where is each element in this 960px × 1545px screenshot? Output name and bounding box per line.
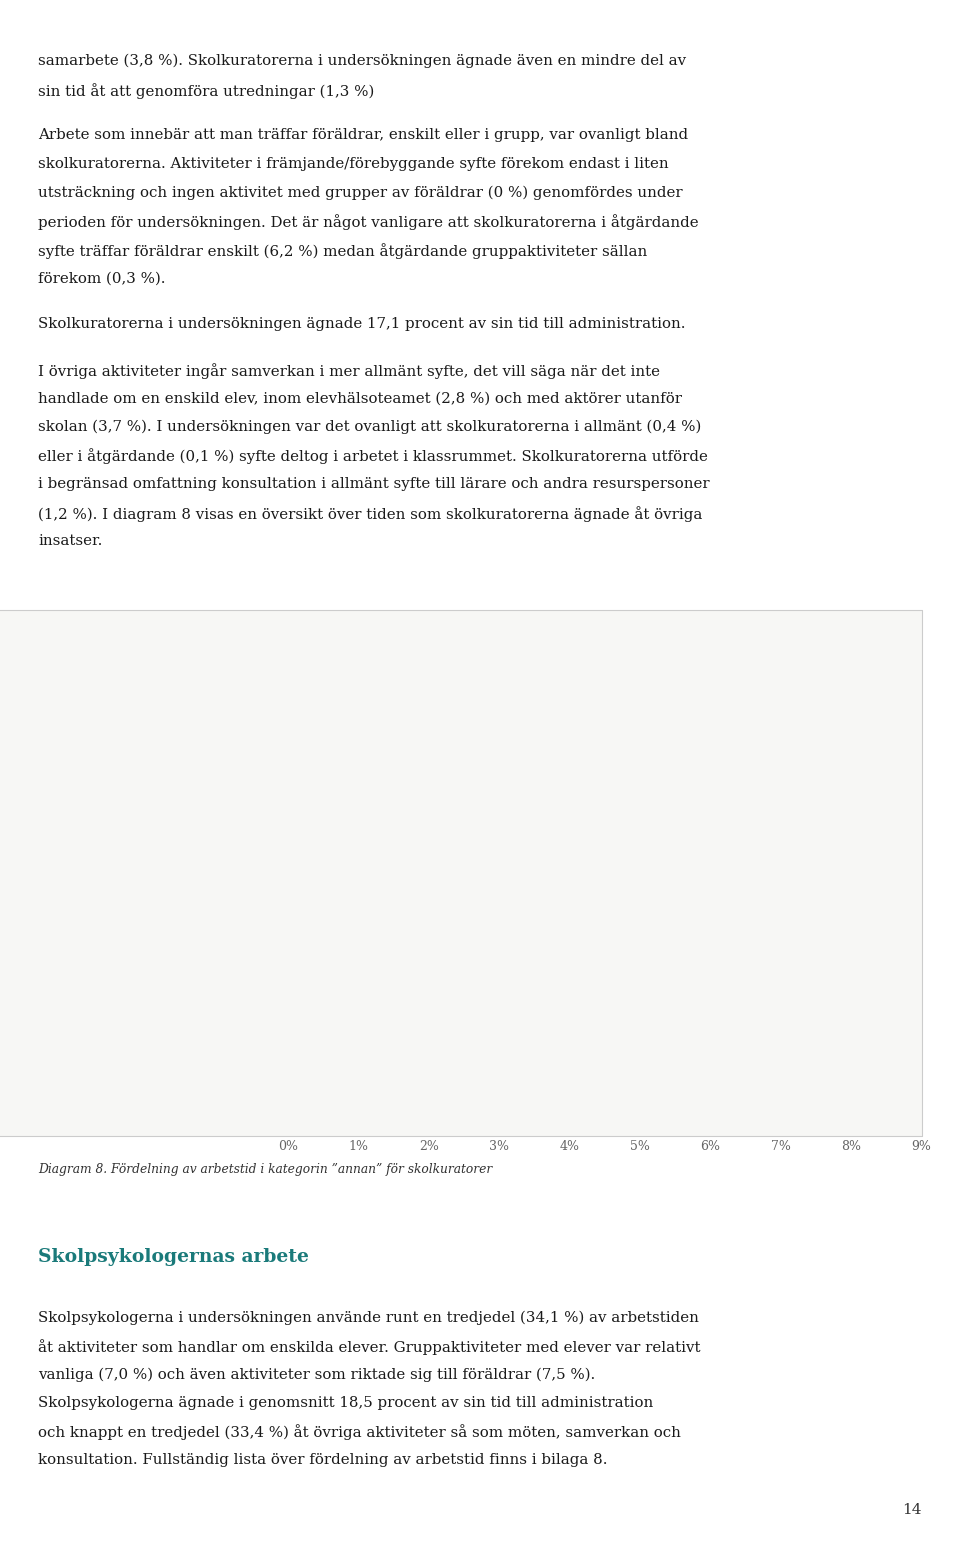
Text: perioden för undersökningen. Det är något vanligare att skolkuratorerna i åtgärd: perioden för undersökningen. Det är någo… <box>38 215 699 230</box>
Text: skolkuratorerna. Aktiviteter i främjande/förebyggande syfte förekom endast i lit: skolkuratorerna. Aktiviteter i främjande… <box>38 158 669 171</box>
Text: förekom (0,3 %).: förekom (0,3 %). <box>38 272 166 286</box>
Text: Diagram 8. Fördelning av arbetstid i kategorin ”annan” för skolkuratorer: Diagram 8. Fördelning av arbetstid i kat… <box>38 1163 492 1176</box>
Text: utsträckning och ingen aktivitet med grupper av föräldrar (0 %) genomfördes unde: utsträckning och ingen aktivitet med gru… <box>38 185 683 199</box>
Text: Skolpsykologerna ägnade i genomsnitt 18,5 procent av sin tid till administration: Skolpsykologerna ägnade i genomsnitt 18,… <box>38 1397 654 1411</box>
Text: skolan (3,7 %). I undersökningen var det ovanligt att skolkuratorerna i allmänt : skolan (3,7 %). I undersökningen var det… <box>38 420 702 434</box>
Text: 14: 14 <box>902 1503 922 1517</box>
Bar <box>288 938 710 959</box>
Bar <box>288 887 358 910</box>
Text: samarbete (3,8 %). Skolkuratorerna i undersökningen ägnade även en mindre del av: samarbete (3,8 %). Skolkuratorerna i und… <box>38 54 686 68</box>
Bar <box>288 786 295 808</box>
Text: vanliga (7,0 %) och även aktiviteter som riktade sig till föräldrar (7,5 %).: vanliga (7,0 %) och även aktiviteter som… <box>38 1367 595 1381</box>
Text: syfte träffar föräldrar enskilt (6,2 %) medan åtgärdande gruppaktiviteter sällan: syfte träffar föräldrar enskilt (6,2 %) … <box>38 243 648 258</box>
Bar <box>288 1038 337 1061</box>
Text: Skolkuratorerna i undersökningen ägnade 17,1 procent av sin tid till administrat: Skolkuratorerna i undersökningen ägnade … <box>38 317 685 331</box>
Bar <box>288 1089 865 1112</box>
Text: handlade om en enskild elev, inom elevhälsoteamet (2,8 %) och med aktörer utanfö: handlade om en enskild elev, inom elevhä… <box>38 391 683 405</box>
Text: I övriga aktiviteter ingår samverkan i mer allmänt syfte, det vill säga när det : I övriga aktiviteter ingår samverkan i m… <box>38 363 660 379</box>
Text: och knappt en tredjedel (33,4 %) åt övriga aktiviteter så som möten, samverkan o: och knappt en tredjedel (33,4 %) åt övri… <box>38 1424 682 1440</box>
Bar <box>288 836 548 859</box>
Bar <box>288 735 316 759</box>
Bar <box>288 684 372 708</box>
Text: konsultation. Fullständig lista över fördelning av arbetstid finns i bilaga 8.: konsultation. Fullständig lista över för… <box>38 1452 608 1468</box>
Text: eller i åtgärdande (0,1 %) syfte deltog i arbetet i klassrummet. Skolkuratorerna: eller i åtgärdande (0,1 %) syfte deltog … <box>38 448 708 465</box>
Text: (1,2 %). I diagram 8 visas en översikt över tiden som skolkuratorerna ägnade åt : (1,2 %). I diagram 8 visas en översikt ö… <box>38 505 703 522</box>
Text: i begränsad omfattning konsultation i allmänt syfte till lärare och andra resurs: i begränsad omfattning konsultation i al… <box>38 477 710 491</box>
Bar <box>288 987 324 1010</box>
Text: Skolpsykologernas arbete: Skolpsykologernas arbete <box>38 1248 309 1267</box>
Bar <box>288 633 485 657</box>
Text: åt aktiviteter som handlar om enskilda elever. Gruppaktiviteter med elever var r: åt aktiviteter som handlar om enskilda e… <box>38 1338 701 1355</box>
Text: insatser.: insatser. <box>38 535 103 548</box>
Text: sin tid åt att genomföra utredningar (1,3 %): sin tid åt att genomföra utredningar (1,… <box>38 82 374 99</box>
Text: Arbete som innebär att man träffar föräldrar, enskilt eller i grupp, var ovanlig: Arbete som innebär att man träffar föräl… <box>38 128 688 142</box>
Text: Skolpsykologerna i undersökningen använde runt en tredjedel (34,1 %) av arbetsti: Skolpsykologerna i undersökningen använd… <box>38 1310 699 1324</box>
